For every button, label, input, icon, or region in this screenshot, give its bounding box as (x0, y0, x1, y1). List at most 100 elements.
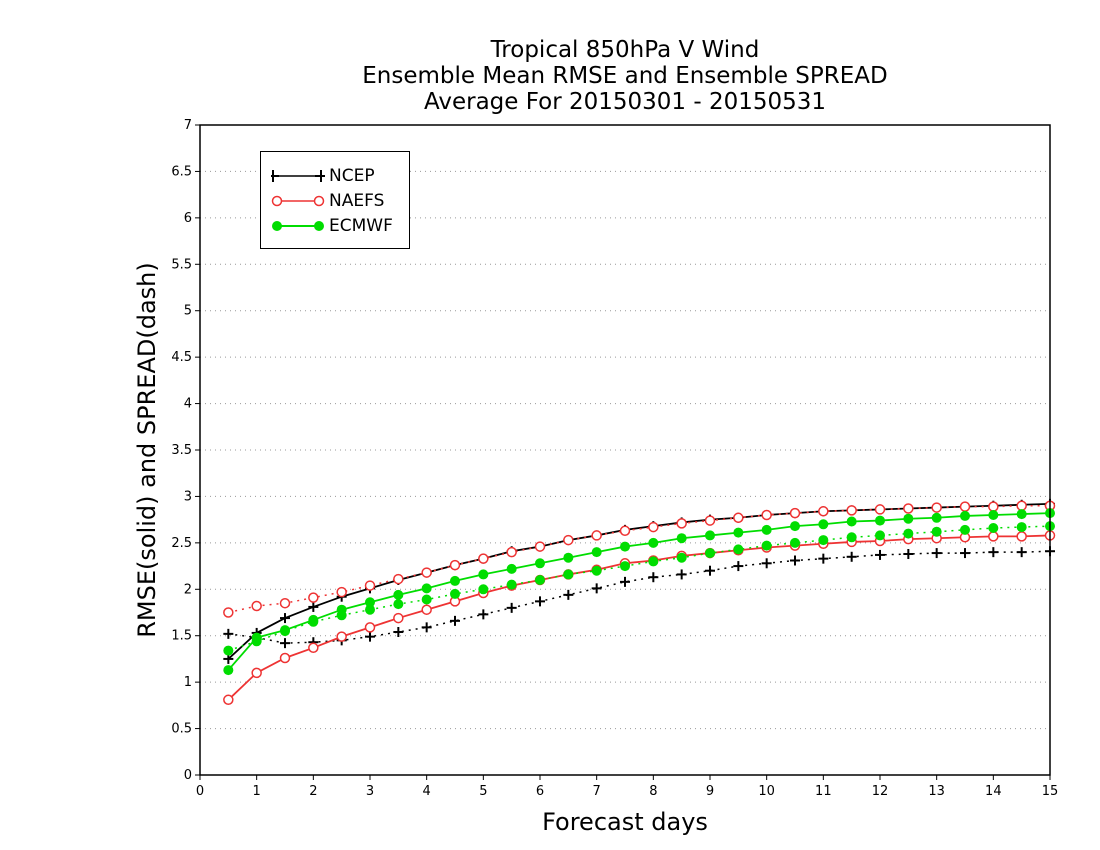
ecmwf-spread-point (591, 565, 602, 576)
ecmwf-spread-point (421, 594, 432, 605)
ncep-spread-point (563, 589, 574, 600)
ncep-spread-point (620, 576, 630, 587)
y-tick-label: 0 (184, 768, 192, 783)
naefs-spread-point (619, 525, 631, 537)
naefs-rmse-point (988, 531, 999, 542)
ecmwf-rmse-point (790, 521, 800, 532)
ncep-spread-point (421, 622, 432, 633)
ecmwf-spread-point (931, 526, 942, 537)
naefs-spread-point (478, 553, 489, 564)
ncep-spread-point (365, 631, 375, 642)
y-tick-label: 4 (184, 397, 192, 412)
naefs-spread-point (223, 607, 234, 618)
naefs-spread-point (874, 504, 886, 515)
ncep-spread-point (761, 558, 772, 569)
ecmwf-spread-point (875, 530, 885, 541)
naefs-spread-point (761, 509, 772, 521)
y-tick-label: 6.5 (171, 164, 192, 179)
x-tick-label: 0 (196, 784, 204, 799)
ecmwf-rmse-point (251, 632, 262, 643)
y-tick-label: 7 (184, 118, 192, 133)
naefs-spread-point (789, 507, 801, 519)
y-tick-label: 6 (184, 211, 192, 226)
ncep-spread-line (228, 550, 1051, 644)
series-naefs (223, 500, 1056, 706)
naefs-spread-point (648, 521, 659, 533)
x-tick-label: 11 (815, 784, 832, 799)
ncep-spread-point (450, 615, 460, 626)
legend-item-ecmwf: ECMWF (261, 215, 409, 237)
naefs-spread-point (988, 501, 999, 512)
x-tick-label: 10 (758, 784, 775, 799)
y-tick-label: 2 (184, 582, 192, 597)
x-tick-label: 1 (253, 784, 261, 799)
ecmwf-rmse-point (733, 527, 744, 538)
ecmwf-spread-point (960, 524, 970, 535)
x-tick-label: 13 (928, 784, 945, 799)
legend-label-ecmwf: ECMWF (329, 216, 393, 236)
ncep-spread-point (648, 572, 659, 583)
ncep-spread-point (846, 551, 857, 562)
naefs-spread-line (228, 504, 1050, 614)
naefs-rmse-line (227, 534, 1051, 701)
naefs-spread-point (846, 505, 857, 516)
legend-swatch-ecmwf (272, 221, 324, 231)
naefs-rmse-point (223, 694, 234, 706)
ecmwf-spread-point (620, 561, 630, 572)
ecmwf-spread-point (365, 604, 375, 615)
legend-swatch-naefs (271, 195, 325, 207)
ecmwf-spread-point (705, 548, 715, 559)
x-tick-label: 14 (985, 784, 1002, 799)
naefs-spread-point (676, 518, 687, 529)
ncep-spread-point (818, 553, 829, 564)
naefs-spread-point (506, 546, 517, 558)
ncep-spread-point (931, 548, 942, 559)
y-tick-label: 0.5 (171, 722, 192, 737)
ecmwf-rmse-point (308, 614, 319, 625)
y-tick-label: 4.5 (171, 350, 192, 365)
ecmwf-rmse-point (903, 513, 914, 524)
naefs-rmse-point (364, 622, 376, 633)
ecmwf-rmse-line (227, 512, 1051, 671)
ecmwf-rmse-point (393, 589, 404, 600)
ecmwf-rmse-point (478, 569, 489, 580)
grid-lines (200, 170, 1050, 730)
naefs-spread-point (903, 503, 914, 514)
x-tick-label: 9 (706, 784, 714, 799)
ecmwf-spread-point (478, 584, 489, 595)
naefs-rmse-point (393, 612, 404, 624)
ncep-spread-point (790, 555, 800, 566)
ecmwf-spread-line (228, 525, 1051, 652)
plot-frame (199, 124, 1051, 776)
ecmwf-spread-point (450, 588, 460, 599)
ncep-spread-point (478, 609, 489, 620)
ecmwf-spread-point (903, 528, 914, 539)
ncep-spread-point (705, 565, 715, 576)
naefs-spread-point (364, 580, 376, 591)
y-tick-label: 5 (184, 304, 192, 319)
ecmwf-spread-point (393, 599, 404, 610)
chart-title-line-3: Average For 20150301 - 20150531 (423, 89, 827, 115)
ecmwf-spread-point (733, 544, 744, 555)
y-tick-label: 5.5 (171, 257, 192, 272)
legend-item-ncep: NCEP (261, 165, 409, 187)
ecmwf-rmse-point (846, 516, 857, 527)
ecmwf-rmse-point (620, 541, 630, 552)
legend-label-ncep: NCEP (329, 166, 375, 186)
naefs-rmse-point (1016, 531, 1027, 542)
naefs-spread-point (591, 530, 602, 541)
y-axis-label: RMSE(solid) and SPREAD(dash) (133, 262, 161, 638)
ecmwf-rmse-point (931, 512, 942, 523)
ecmwf-spread-point (761, 540, 772, 551)
naefs-spread-point (251, 600, 262, 612)
naefs-spread-point (931, 502, 942, 513)
axis-ticks: 00.511.522.533.544.555.566.570 1 2 3 4 5 6 7 8 9 1… (171, 118, 1058, 799)
x-tick-label: 7 (593, 784, 601, 799)
naefs-spread-point (279, 597, 291, 609)
ecmwf-spread-point (648, 556, 659, 567)
naefs-spread-point (308, 592, 319, 603)
naefs-rmse-point (279, 652, 291, 664)
ecmwf-spread-point (676, 552, 687, 563)
naefs-spread-point (818, 506, 829, 517)
